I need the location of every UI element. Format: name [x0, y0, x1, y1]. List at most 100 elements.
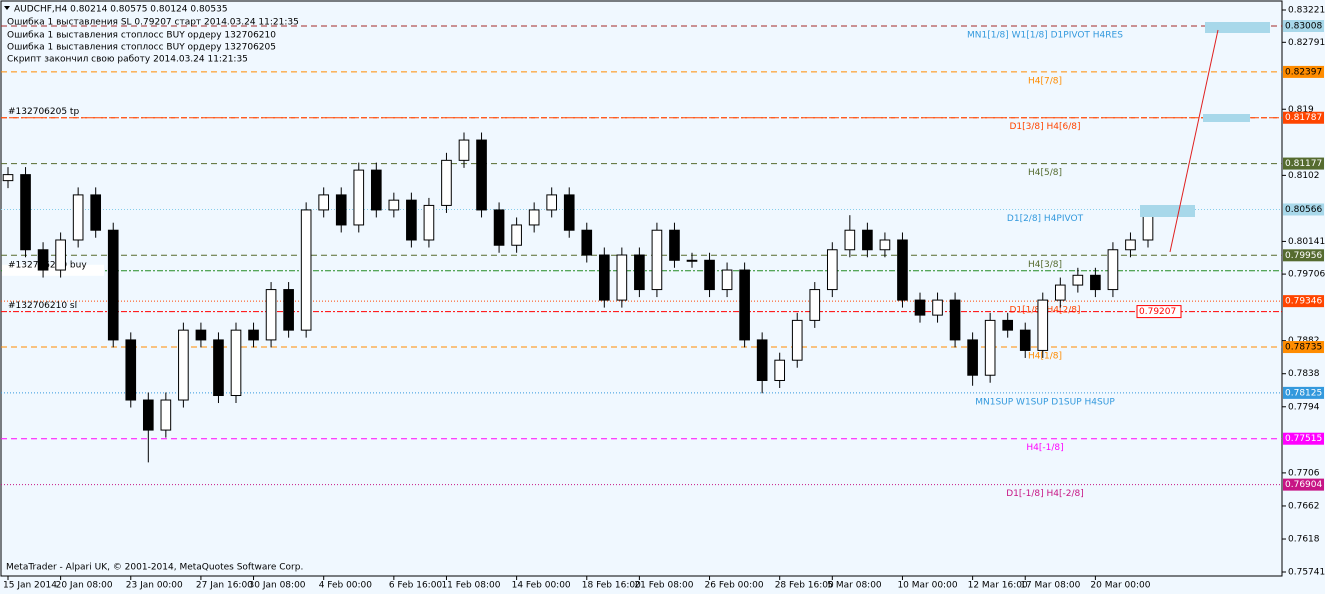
price-box-label: 0.78125 — [1285, 388, 1322, 398]
price-box — [1283, 203, 1324, 216]
price-box — [1283, 157, 1324, 170]
candle-body — [160, 399, 172, 431]
candle-body — [20, 174, 31, 251]
message: Ошибка 1 выставления стоплосс BUY ордеру… — [7, 43, 276, 53]
candle-body — [1054, 284, 1066, 301]
candle-body — [546, 194, 558, 211]
level-name: H4[7/8] — [1028, 76, 1062, 86]
level-name: H4[-1/8] — [1026, 443, 1063, 453]
y-tick-label: 0.8102 — [1288, 171, 1320, 181]
price-box-label: 0.77515 — [1285, 434, 1322, 444]
candle-body — [932, 299, 943, 316]
x-tick-label: 27 Jan 16:00 — [196, 581, 253, 591]
level-name: H4[1/8] — [1028, 352, 1062, 362]
x-tick-label: 18 Feb 16:00 — [582, 581, 641, 591]
candle-body — [669, 229, 680, 261]
candle-body — [1072, 274, 1084, 286]
candle-body — [248, 329, 259, 341]
candle-body — [406, 199, 417, 241]
x-tick-label: 11 Feb 08:00 — [441, 581, 500, 591]
level-name: H4[5/8] — [1028, 168, 1062, 178]
order-label: #132706205 tp — [8, 107, 79, 117]
level-name: D1[-1/8] H4[-2/8] — [1006, 489, 1084, 499]
message: Скрипт закончил свою работу 2014.03.24 1… — [7, 55, 248, 65]
message: Ошибка 1 выставления SL 0.79207 старт 20… — [7, 18, 299, 28]
candle-body — [90, 194, 102, 231]
price-box-label: 0.80566 — [1285, 205, 1322, 215]
x-tick-label: 26 Feb 00:00 — [705, 581, 764, 591]
candle-body — [967, 339, 978, 376]
price-box — [1283, 432, 1324, 445]
price-box — [1283, 65, 1324, 78]
x-tick-label: 5 Mar 08:00 — [827, 581, 882, 591]
candle-body — [774, 359, 786, 381]
candle-body — [2, 174, 14, 182]
x-tick-label: 17 Mar 08:00 — [1020, 581, 1080, 591]
x-tick-label: 21 Feb 08:00 — [634, 581, 693, 591]
price-box — [1283, 111, 1324, 124]
price-box-label: 0.78735 — [1285, 343, 1322, 353]
candle-body — [458, 139, 470, 161]
price-box-label: 0.81787 — [1285, 113, 1322, 123]
y-tick-label: 0.819 — [1288, 105, 1314, 115]
price-box-label: 0.81177 — [1285, 159, 1322, 169]
candle-body — [142, 399, 154, 431]
chart-title: AUDCHF,H4 0.80214 0.80575 0.80124 0.8053… — [14, 5, 228, 15]
candle-body — [616, 254, 628, 301]
x-tick-label: 20 Jan 08:00 — [56, 581, 113, 591]
price-box-label: 0.79956 — [1285, 251, 1322, 261]
candle-body — [265, 289, 277, 341]
x-tick-label: 12 Mar 16:00 — [968, 581, 1028, 591]
price-box-label: 0.83008 — [1285, 22, 1322, 32]
y-tick-label: 0.7838 — [1288, 369, 1320, 379]
x-tick-label: 10 Mar 00:00 — [897, 581, 957, 591]
candle-body — [476, 139, 487, 211]
forecast-line — [1169, 29, 1219, 253]
x-tick-label: 14 Feb 00:00 — [512, 581, 571, 591]
y-tick-label: 0.7662 — [1288, 501, 1320, 511]
order-label-bg — [2, 264, 104, 276]
level-name: MN1SUP W1SUP D1SUP H4SUP — [975, 397, 1115, 407]
candle-body — [739, 269, 750, 341]
candle-body — [651, 229, 663, 291]
x-tick-label: 20 Mar 00:00 — [1090, 581, 1150, 591]
candle-body — [37, 249, 49, 271]
sl-marker-box — [1136, 305, 1182, 319]
price-box — [1283, 249, 1324, 262]
candle-body — [493, 209, 505, 246]
candle-body — [72, 194, 84, 241]
y-tick-label: 0.83221 — [1288, 6, 1325, 16]
candle-body — [879, 239, 891, 251]
candle-body — [756, 339, 768, 381]
price-box — [1283, 478, 1324, 491]
candle-body — [984, 319, 996, 376]
price-box-label: 0.79346 — [1285, 297, 1322, 307]
candle-body — [809, 289, 821, 321]
candle-body — [897, 239, 908, 301]
candle-body — [1107, 249, 1119, 291]
price-box — [1283, 386, 1324, 399]
level-name: MN1[1/8] W1[1/8] D1PIVOT H4RES — [967, 31, 1123, 41]
candle-body — [598, 254, 610, 301]
x-tick-label: 15 Jan 2014 — [3, 581, 57, 591]
candle-body — [511, 224, 522, 246]
price-box-label: 0.82397 — [1285, 67, 1322, 77]
candle-body — [388, 199, 400, 211]
candle-body — [107, 229, 119, 341]
candle-body — [634, 254, 645, 291]
price-box — [1283, 20, 1324, 33]
plot-frame — [0, 0, 1283, 577]
candle-body — [563, 194, 575, 231]
menu-arrow[interactable] — [4, 6, 10, 10]
y-tick-label: 0.80141 — [1288, 237, 1325, 247]
candle-body — [230, 329, 242, 397]
candle-body — [213, 339, 224, 397]
candle-body — [844, 229, 856, 251]
target-box — [1203, 114, 1250, 122]
candle-body — [686, 259, 698, 262]
y-tick-label: 0.7618 — [1288, 535, 1320, 545]
candle-body — [300, 209, 312, 331]
y-tick-label: 0.7794 — [1288, 402, 1320, 412]
